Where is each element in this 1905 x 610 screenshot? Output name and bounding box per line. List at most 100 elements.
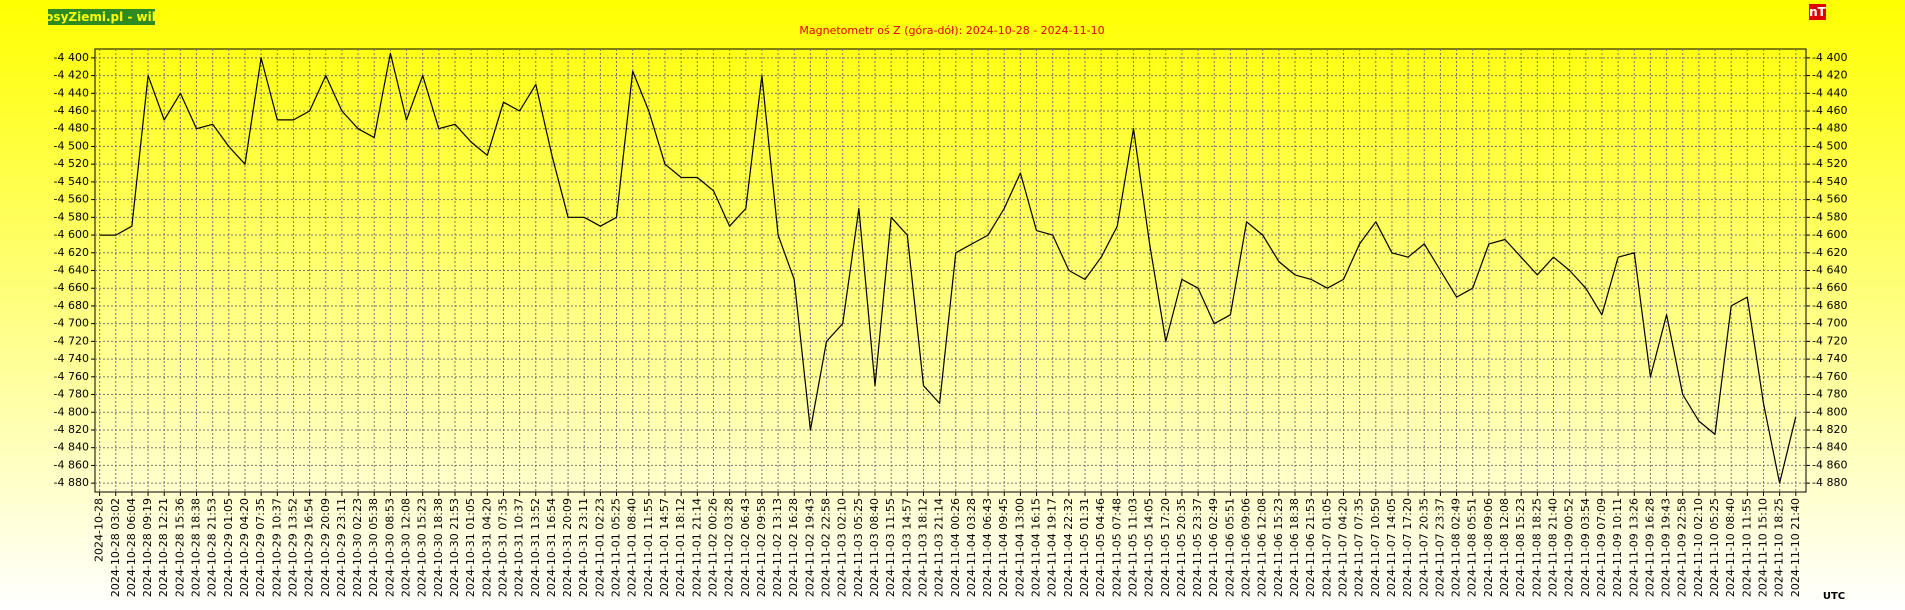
y-tick-label: -4 760 bbox=[54, 370, 89, 383]
x-tick-label: 2024-11-01 08:40 bbox=[626, 498, 639, 597]
x-tick-label: 2024-11-05 01:31 bbox=[1078, 498, 1091, 597]
x-tick-label: 2024-11-04 00:26 bbox=[949, 498, 962, 597]
y-tick-label: -4 560 bbox=[54, 193, 89, 206]
x-tick-label: 2024-11-06 18:38 bbox=[1288, 498, 1301, 597]
y2-tick-label: -4 780 bbox=[1812, 388, 1847, 401]
x-tick-label: 2024-11-09 19:43 bbox=[1660, 498, 1673, 597]
y2-tick-label: -4 680 bbox=[1812, 299, 1847, 312]
y2-tick-label: -4 480 bbox=[1812, 122, 1847, 135]
x-tick-label: 2024-11-10 21:40 bbox=[1789, 498, 1802, 597]
x-tick-label: 2024-11-05 04:46 bbox=[1094, 498, 1107, 597]
x-tick-label: 2024-11-10 18:25 bbox=[1773, 498, 1786, 597]
x-tick-label: 2024-11-04 09:45 bbox=[997, 498, 1010, 597]
y2-tick-label: -4 580 bbox=[1812, 210, 1847, 223]
y2-tick-label: -4 400 bbox=[1812, 51, 1847, 64]
x-tick-label: 2024-11-07 07:35 bbox=[1353, 498, 1366, 597]
x-tick-label: 2024-11-10 11:55 bbox=[1740, 498, 1753, 597]
y-tick-label: -4 460 bbox=[54, 104, 89, 117]
x-tick-label: 2024-11-09 03:54 bbox=[1579, 498, 1592, 597]
y-tick-label: -4 820 bbox=[54, 423, 89, 436]
y2-tick-label: -4 440 bbox=[1812, 86, 1847, 99]
x-tick-label: 2024-10-28 03:02 bbox=[109, 498, 122, 597]
data-line bbox=[99, 52, 1797, 484]
x-tick-label: 2024-11-06 05:51 bbox=[1223, 498, 1236, 597]
x-tick-label: 2024-11-10 15:10 bbox=[1756, 498, 1769, 597]
x-tick-label: 2024-11-02 22:58 bbox=[820, 498, 833, 597]
x-tick-label: 2024-11-07 04:20 bbox=[1336, 498, 1349, 597]
y-tick-label: -4 640 bbox=[54, 264, 89, 277]
y2-tick-label: -4 520 bbox=[1812, 157, 1847, 170]
y2-tick-label: -4 860 bbox=[1812, 458, 1847, 471]
x-tick-label: 2024-11-09 22:58 bbox=[1676, 498, 1689, 597]
chart-title: Magnetometr oś Z (góra-dół): 2024-10-28 … bbox=[799, 24, 1104, 37]
y-tick-label: -4 800 bbox=[54, 405, 89, 418]
x-tick-label: 2024-10-30 21:53 bbox=[448, 498, 461, 597]
y-tick-label: -4 660 bbox=[54, 281, 89, 294]
x-tick-label: 2024-11-09 10:11 bbox=[1611, 498, 1624, 597]
x-tick-label: 2024-11-07 17:20 bbox=[1401, 498, 1414, 597]
x-tick-label: 2024-11-06 12:08 bbox=[1256, 498, 1269, 597]
x-tick-label: 2024-10-30 12:08 bbox=[400, 498, 413, 597]
y2-tick-label: -4 880 bbox=[1812, 476, 1847, 489]
y2-tick-label: -4 420 bbox=[1812, 69, 1847, 82]
y2-tick-label: -4 660 bbox=[1812, 281, 1847, 294]
x-tick-label: 2024-11-04 03:28 bbox=[965, 498, 978, 597]
x-tick-label: 2024-11-05 20:35 bbox=[1175, 498, 1188, 597]
x-tick-label: 2024-11-07 10:50 bbox=[1369, 498, 1382, 597]
x-tick-label: 2024-10-29 16:54 bbox=[303, 498, 316, 597]
x-tick-label: 2024-11-10 08:40 bbox=[1724, 498, 1737, 597]
x-tick-label: 2024-10-29 13:52 bbox=[286, 498, 299, 597]
y-tick-label: -4 500 bbox=[54, 139, 89, 152]
x-tick-label: 2024-11-03 08:40 bbox=[868, 498, 881, 597]
y2-tick-label: -4 760 bbox=[1812, 370, 1847, 383]
x-tick-label: 2024-11-06 21:53 bbox=[1304, 498, 1317, 597]
y2-tick-label: -4 560 bbox=[1812, 193, 1847, 206]
y-tick-label: -4 840 bbox=[54, 441, 89, 454]
timezone: UTC bbox=[1823, 591, 1845, 602]
x-tick-label: 2024-10-30 15:23 bbox=[416, 498, 429, 597]
x-tick-label: 2024-11-01 21:14 bbox=[690, 498, 703, 597]
x-tick-label: 2024-10-31 16:54 bbox=[545, 498, 558, 597]
x-tick-label: 2024-11-05 11:03 bbox=[1126, 498, 1139, 597]
x-tick-label: 2024-10-31 13:52 bbox=[529, 498, 542, 597]
x-tick-label: 2024-10-31 10:37 bbox=[513, 498, 526, 597]
y2-tick-label: -4 720 bbox=[1812, 334, 1847, 347]
x-tick-label: 2024-11-04 22:32 bbox=[1062, 498, 1075, 597]
x-tick-label: 2024-11-01 02:23 bbox=[593, 498, 606, 597]
x-tick-label: 2024-11-04 16:15 bbox=[1030, 498, 1043, 597]
y2-tick-label: -4 800 bbox=[1812, 405, 1847, 418]
x-tick-label: 2024-11-09 13:26 bbox=[1627, 498, 1640, 597]
y-tick-label: -4 400 bbox=[54, 51, 89, 64]
x-tick-label: 2024-10-28 09:19 bbox=[141, 498, 154, 597]
x-tick-label: 2024-10-29 01:05 bbox=[222, 498, 235, 597]
x-tick-label: 2024-11-08 02:49 bbox=[1450, 498, 1463, 597]
y2-tick-label: -4 700 bbox=[1812, 317, 1847, 330]
x-tick-label: 2024-11-03 11:55 bbox=[884, 498, 897, 597]
x-tick-label: 2024-10-31 20:09 bbox=[561, 498, 574, 597]
x-tick-label: 2024-11-02 03:28 bbox=[723, 498, 736, 597]
x-tick-label: 2024-11-05 23:37 bbox=[1191, 498, 1204, 597]
x-tick-label: 2024-10-30 08:53 bbox=[383, 498, 396, 597]
y-tick-label: -4 680 bbox=[54, 299, 89, 312]
x-tick-label: 2024-10-31 07:35 bbox=[496, 498, 509, 597]
y2-tick-label: -4 500 bbox=[1812, 139, 1847, 152]
x-tick-label: 2024-11-06 02:49 bbox=[1207, 498, 1220, 597]
x-tick-label: 2024-11-05 07:48 bbox=[1110, 498, 1123, 597]
x-tick-label: 2024-10-28 12:21 bbox=[157, 498, 170, 597]
x-tick-label: 2024-11-08 15:23 bbox=[1514, 498, 1527, 597]
y2-tick-label: -4 460 bbox=[1812, 104, 1847, 117]
x-tick-label: 2024-10-28 15:36 bbox=[173, 498, 186, 597]
x-tick-label: 2024-11-08 21:40 bbox=[1546, 498, 1559, 597]
x-tick-label: 2024-11-02 13:13 bbox=[771, 498, 784, 597]
x-tick-label: 2024-11-02 19:43 bbox=[803, 498, 816, 597]
x-tick-label: 2024-11-07 20:35 bbox=[1417, 498, 1430, 597]
y-tick-label: -4 480 bbox=[54, 122, 89, 135]
y-tick-label: -4 620 bbox=[54, 246, 89, 259]
x-tick-label: 2024-11-10 05:25 bbox=[1708, 498, 1721, 597]
y2-tick-label: -4 600 bbox=[1812, 228, 1847, 241]
x-tick-label: 2024-11-08 12:08 bbox=[1498, 498, 1511, 597]
x-tick-label: 2024-11-01 14:57 bbox=[658, 498, 671, 597]
y-tick-label: -4 700 bbox=[54, 317, 89, 330]
x-tick-label: 2024-11-02 16:28 bbox=[787, 498, 800, 597]
